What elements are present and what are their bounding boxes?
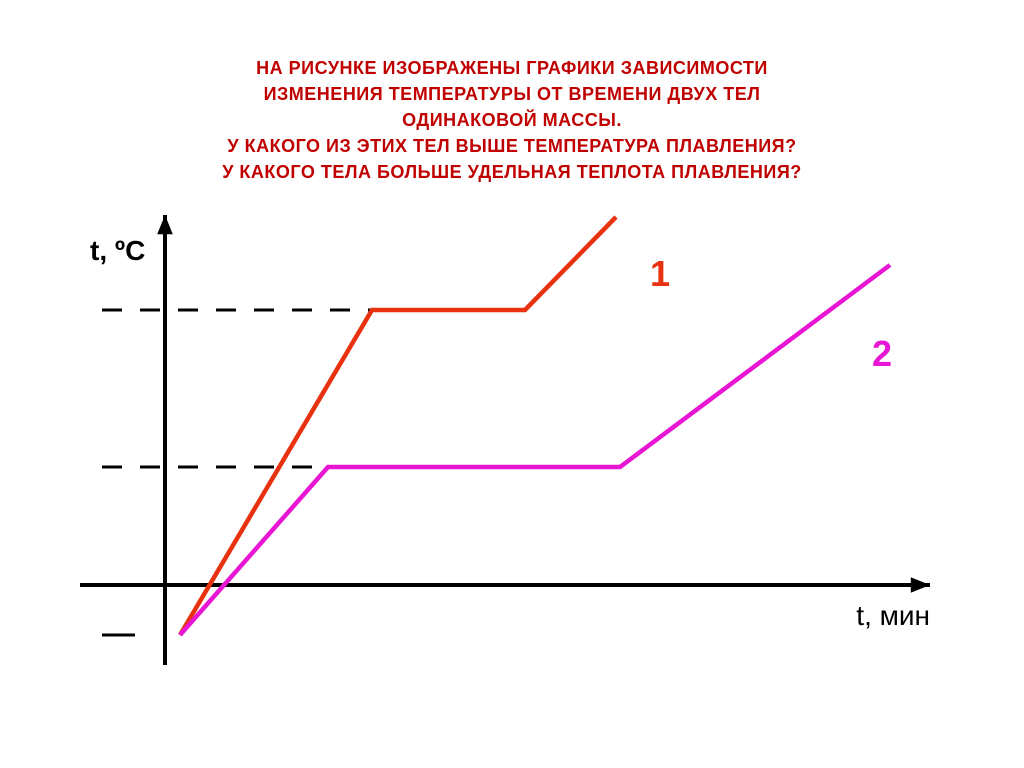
- chart-svg: [60, 205, 960, 685]
- chart-container: t, ºC t, мин 1 2: [60, 205, 960, 685]
- title-line-2: ИЗМЕНЕНИЯ ТЕМПЕРАТУРЫ ОТ ВРЕМЕНИ ДВУХ ТЕ…: [70, 81, 954, 107]
- title-line-5: У КАКОГО ТЕЛА БОЛЬШЕ УДЕЛЬНАЯ ТЕПЛОТА ПЛ…: [70, 159, 954, 185]
- title-block: НА РИСУНКЕ ИЗОБРАЖЕНЫ ГРАФИКИ ЗАВИСИМОСТ…: [0, 0, 1024, 185]
- x-axis-label: t, мин: [856, 600, 930, 632]
- title-line-4: У КАКОГО ИЗ ЭТИХ ТЕЛ ВЫШЕ ТЕМПЕРАТУРА ПЛ…: [70, 133, 954, 159]
- y-axis-label: t, ºC: [90, 235, 145, 267]
- title-line-1: НА РИСУНКЕ ИЗОБРАЖЕНЫ ГРАФИКИ ЗАВИСИМОСТ…: [70, 55, 954, 81]
- series-2-label: 2: [872, 333, 892, 375]
- series-1-label: 1: [650, 253, 670, 295]
- title-line-3: ОДИНАКОВОЙ МАССЫ.: [70, 107, 954, 133]
